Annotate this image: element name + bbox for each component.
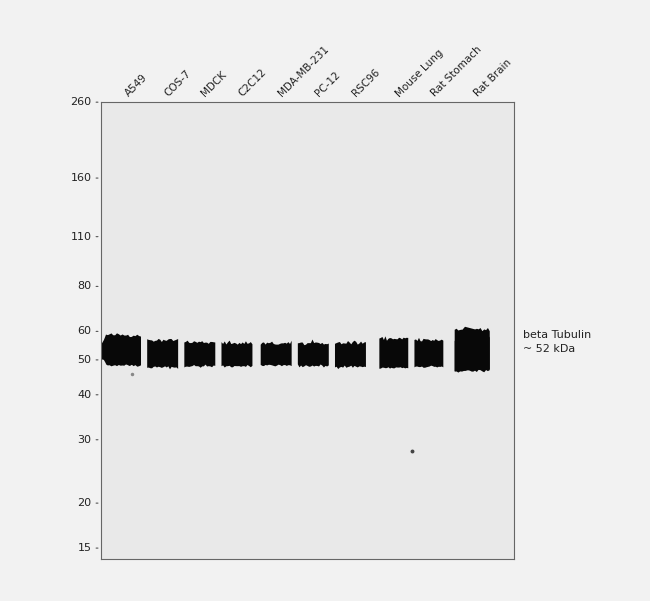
Text: C2C12: C2C12	[237, 67, 268, 99]
Text: 20: 20	[77, 498, 92, 508]
Text: 110: 110	[71, 231, 92, 242]
Polygon shape	[380, 337, 408, 369]
Polygon shape	[185, 341, 215, 368]
Polygon shape	[106, 334, 141, 367]
Text: 80: 80	[77, 281, 92, 291]
Polygon shape	[147, 339, 178, 370]
Text: MDCK: MDCK	[200, 70, 229, 99]
Text: 15: 15	[77, 543, 92, 553]
Text: Mouse Lung: Mouse Lung	[394, 47, 445, 99]
Polygon shape	[99, 335, 141, 365]
Polygon shape	[261, 341, 292, 367]
Text: Rat Brain: Rat Brain	[472, 58, 514, 99]
Polygon shape	[455, 327, 489, 371]
Text: beta Tubulin
~ 52 kDa: beta Tubulin ~ 52 kDa	[523, 330, 592, 354]
Polygon shape	[298, 340, 329, 367]
Text: COS-7: COS-7	[162, 69, 193, 99]
Text: 160: 160	[71, 173, 92, 183]
Polygon shape	[222, 341, 252, 368]
Text: PC-12: PC-12	[313, 70, 342, 99]
Polygon shape	[335, 341, 366, 369]
Text: 40: 40	[77, 390, 92, 400]
Text: A549: A549	[124, 72, 150, 99]
Text: 60: 60	[77, 326, 92, 337]
Text: MDA-MB-231: MDA-MB-231	[276, 44, 331, 99]
Text: 30: 30	[77, 435, 92, 445]
Text: 260: 260	[71, 97, 92, 107]
Polygon shape	[415, 338, 443, 368]
Polygon shape	[455, 328, 489, 373]
Text: 50: 50	[77, 355, 92, 365]
Text: Rat Stomach: Rat Stomach	[429, 44, 483, 99]
Text: RSC96: RSC96	[350, 67, 382, 99]
